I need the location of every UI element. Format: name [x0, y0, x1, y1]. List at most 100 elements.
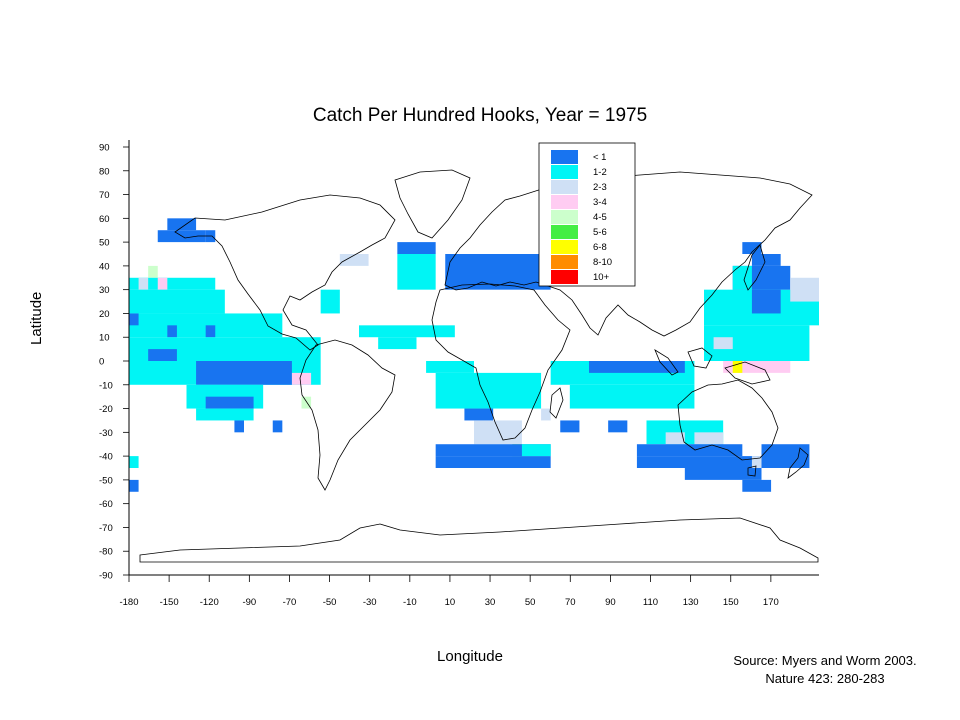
legend-swatch: [551, 195, 578, 209]
catch-cell-34: [464, 408, 494, 421]
catch-cell-43: [541, 408, 551, 421]
catch-cell-24: [129, 479, 139, 492]
catch-cell-12: [205, 325, 216, 338]
tasmania-outline: [747, 465, 757, 477]
catch-cell-37: [435, 444, 551, 457]
catch-cell-30: [397, 242, 436, 254]
catch-cell-29: [397, 254, 436, 290]
x-tick-label: -50: [323, 597, 337, 608]
catch-cell-41: [569, 384, 695, 409]
legend-label: 5-6: [593, 227, 607, 238]
x-tick-label: 70: [565, 597, 576, 608]
catch-cell-64: [742, 242, 762, 254]
catch-cell-4: [148, 265, 158, 278]
catch-cell-49: [636, 444, 743, 457]
catch-cell-38: [435, 456, 551, 468]
x-tick-label: 150: [723, 597, 739, 608]
x-tick-label: -120: [200, 597, 219, 608]
y-tick-label: 50: [99, 238, 110, 249]
catch-cell-48: [694, 432, 724, 445]
legend-swatch: [551, 165, 578, 179]
y-tick-label: -30: [99, 428, 113, 439]
catch-cell-63: [751, 254, 781, 266]
greenland-outline: [394, 169, 471, 239]
legend-swatch: [551, 150, 578, 164]
catch-cell-7: [157, 277, 168, 290]
catch-cell-54: [751, 456, 762, 468]
catch-cell-17: [205, 396, 254, 409]
legend-label: 4-5: [593, 212, 607, 223]
y-tick-label: -10: [99, 380, 113, 391]
catch-cell-53: [761, 444, 810, 468]
y-tick-label: 0: [99, 357, 104, 368]
x-tick-label: 110: [643, 597, 658, 608]
y-tick-label: 90: [99, 143, 110, 154]
catch-cell-10: [129, 313, 139, 326]
catch-cell-39: [521, 444, 551, 457]
y-tick-label: 60: [99, 214, 110, 225]
catch-cell-22: [272, 420, 283, 433]
source-note: Source: Myers and Worm 2003. Nature 423:…: [700, 652, 950, 688]
y-tick-label: 30: [99, 285, 110, 296]
catch-cell-25: [320, 289, 340, 314]
catch-cell-65: [732, 265, 752, 290]
sumatra-outline: [654, 349, 679, 376]
y-tick-label: -90: [99, 571, 113, 582]
legend-swatch: [551, 180, 578, 194]
catch-cell-51: [684, 468, 762, 480]
legend-swatch: [551, 225, 578, 239]
legend-swatch: [551, 240, 578, 254]
legend-label: 1-2: [593, 167, 607, 178]
legend-label: 3-4: [593, 197, 607, 208]
catch-cell-11: [167, 325, 177, 338]
y-tick-label: -80: [99, 547, 113, 558]
x-tick-label: -90: [242, 597, 256, 608]
catch-cell-31: [445, 254, 551, 290]
legend-label: < 1: [593, 152, 606, 163]
legend-label: 2-3: [593, 182, 607, 193]
catch-cell-42: [589, 361, 685, 373]
catch-cell-15: [196, 361, 292, 385]
japan-outline: [743, 244, 766, 291]
y-tick-label: 80: [99, 166, 110, 177]
new-guinea-outline: [724, 361, 771, 385]
plot-frame: [128, 140, 819, 576]
catch-cell-23: [129, 456, 139, 468]
legend-swatch: [551, 210, 578, 224]
y-tick-label: -40: [99, 452, 113, 463]
legend-label: 8-10: [593, 257, 612, 268]
x-tick-label: 50: [525, 597, 536, 608]
catch-cell-19: [234, 420, 244, 433]
catch-cell-62: [790, 277, 819, 302]
catch-cell-14: [148, 349, 177, 361]
y-ticks: 90 80 70 60 50 40 30 20 10 0 -10 -20 -30 -40 -50 -60 -70…: [99, 143, 129, 582]
x-axis-label: Longitude: [437, 648, 503, 665]
catch-cell-27: [359, 325, 455, 338]
catch-cell-60: [751, 289, 781, 314]
madagascar-outline: [549, 387, 564, 419]
y-tick-label: 40: [99, 261, 110, 272]
catch-cell-0: [157, 230, 187, 243]
x-ticks: -180 -150 -120 -90 -70 -50 -30 -10 10 30 50 70 90 110…: [119, 575, 779, 608]
antarctica-outline: [139, 517, 819, 563]
africa-outline: [431, 283, 571, 441]
legend: < 1 1-2 2-3 3-4 4-5 5-6 6-8 8-10 10+: [538, 142, 636, 287]
catch-cells: [129, 218, 819, 492]
x-tick-label: -30: [363, 597, 377, 608]
catch-cell-18: [196, 408, 254, 421]
catch-cell-6: [138, 277, 149, 290]
catch-cell-35: [474, 420, 522, 445]
y-tick-label: -20: [99, 404, 113, 415]
chart-title: Catch Per Hundred Hooks, Year = 1975: [312, 105, 648, 126]
catch-cell-47: [665, 432, 685, 445]
catch-cell-50: [636, 456, 762, 468]
x-tick-label: 170: [763, 597, 779, 608]
catch-cell-21: [301, 396, 312, 409]
y-tick-label: -50: [99, 475, 113, 486]
legend-swatch: [551, 255, 578, 269]
catch-cell-9: [129, 313, 283, 338]
y-tick-label: -60: [99, 499, 113, 510]
catch-cell-20: [291, 372, 312, 385]
y-tick-label: 20: [99, 309, 110, 320]
